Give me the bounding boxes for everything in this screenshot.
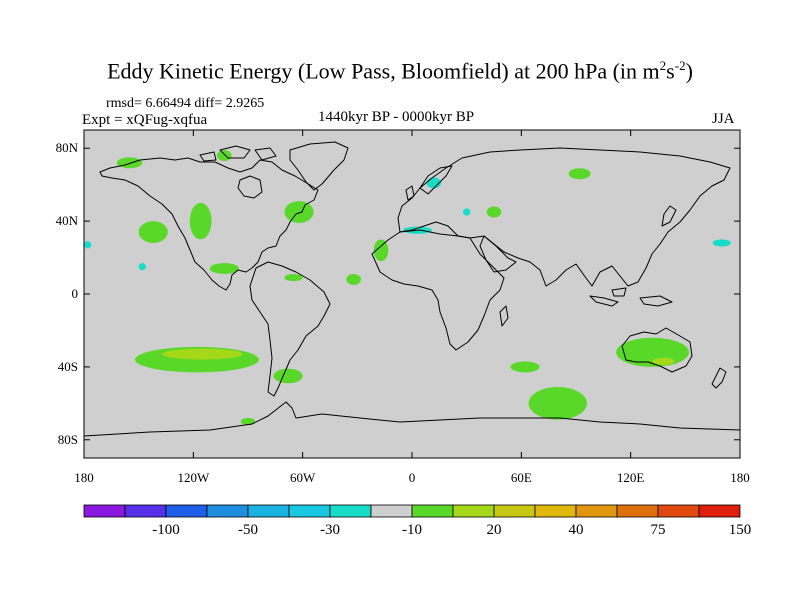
anomaly-region — [273, 368, 303, 384]
y-tick-label: 40N — [55, 213, 78, 229]
y-tick-label: 0 — [71, 286, 79, 301]
anomaly-region — [284, 201, 314, 223]
colorbar-bin — [657, 504, 700, 518]
anomaly-region — [510, 361, 540, 373]
y-tick-label: 40S — [57, 358, 78, 374]
coast-australia — [621, 327, 693, 373]
anomaly-region — [84, 241, 92, 249]
coast-south-america — [249, 261, 331, 397]
colorbar-label: 40 — [568, 522, 584, 538]
x-tick-label: 120E — [616, 470, 645, 485]
coast-japan — [661, 205, 677, 227]
coast-greenland — [289, 141, 349, 191]
colorbar-bin — [575, 504, 618, 518]
page-title: Eddy Kinetic Energy (Low Pass, Bloomfiel… — [107, 58, 693, 84]
colorbar-label: 150 — [728, 522, 752, 538]
anomaly-region — [346, 273, 361, 285]
x-tick-label: 0 — [408, 470, 416, 485]
coast-arctic-islands — [199, 145, 277, 162]
anomaly-region — [209, 263, 239, 274]
colorbar-bin — [493, 504, 536, 518]
y-tick-label: 80S — [57, 431, 78, 447]
colorbar-label: 20 — [486, 522, 502, 538]
anomaly-region — [240, 417, 256, 426]
anomaly-region — [284, 273, 303, 282]
anomaly-region — [568, 168, 591, 180]
anomaly-region — [712, 239, 731, 247]
colorbar-bin — [452, 504, 495, 518]
anomaly-region — [162, 348, 243, 360]
anomaly-region — [486, 206, 502, 218]
anomaly-region — [189, 202, 212, 240]
colorbar-bin — [165, 504, 208, 518]
anomaly-region — [652, 357, 675, 366]
colorbar-bin — [534, 504, 577, 518]
colorbar-bin — [83, 504, 126, 518]
x-tick-label: 60E — [510, 470, 532, 485]
colorbar — [83, 504, 741, 518]
coast-antarctica — [84, 401, 740, 437]
coast-north-america — [99, 157, 319, 291]
anomaly-layer — [84, 150, 731, 426]
colorbar-bin — [370, 504, 413, 518]
colorbar-bin — [616, 504, 659, 518]
colorbar-bin — [411, 504, 454, 518]
x-tick-label: 60W — [290, 470, 316, 485]
coast-hudson-bay — [237, 175, 263, 199]
colorbar-label: -50 — [238, 522, 258, 538]
colorbar-bin — [247, 504, 290, 518]
colorbar-bin — [124, 504, 167, 518]
y-tick-label: 80N — [55, 140, 78, 156]
x-tick-label: 180 — [74, 470, 94, 485]
anomaly-region — [116, 157, 143, 169]
anomaly-region — [217, 150, 232, 161]
experiment-label: Expt = xQFug-xqfua — [82, 112, 208, 128]
colorbar-label: 75 — [650, 522, 666, 538]
coast-arabia — [479, 235, 517, 273]
x-tick-label: 180 — [730, 470, 750, 485]
colorbar-label: -30 — [320, 522, 340, 538]
time-period-label: 1440kyr BP - 0000kyr BP — [318, 109, 475, 125]
colorbar-label: -100 — [152, 522, 180, 538]
colorbar-bin — [288, 504, 331, 518]
coast-indonesia — [589, 287, 673, 307]
colorbar-bin — [206, 504, 249, 518]
coast-new-zealand — [711, 367, 727, 389]
colorbar-label: -10 — [402, 522, 422, 538]
coast-britain — [405, 185, 415, 201]
coast-madagascar — [499, 305, 509, 327]
axis-ticks — [83, 130, 741, 458]
coastline-layer — [84, 141, 740, 437]
coast-africa — [371, 229, 505, 351]
season-label: JJA — [712, 111, 735, 127]
colorbar-bin — [329, 504, 372, 518]
anomaly-region — [138, 263, 146, 271]
anomaly-region — [463, 208, 471, 216]
anomaly-region — [528, 386, 587, 420]
anomaly-region — [138, 221, 168, 243]
anomaly-region — [616, 337, 689, 367]
x-tick-label: 120W — [177, 470, 210, 485]
anomaly-region — [373, 239, 389, 262]
coast-scandinavia — [419, 165, 453, 195]
map-background — [84, 130, 740, 458]
rmsd-stats: rmsd= 6.66494 diff= 2.9265 — [106, 96, 265, 111]
colorbar-bin — [698, 504, 741, 518]
